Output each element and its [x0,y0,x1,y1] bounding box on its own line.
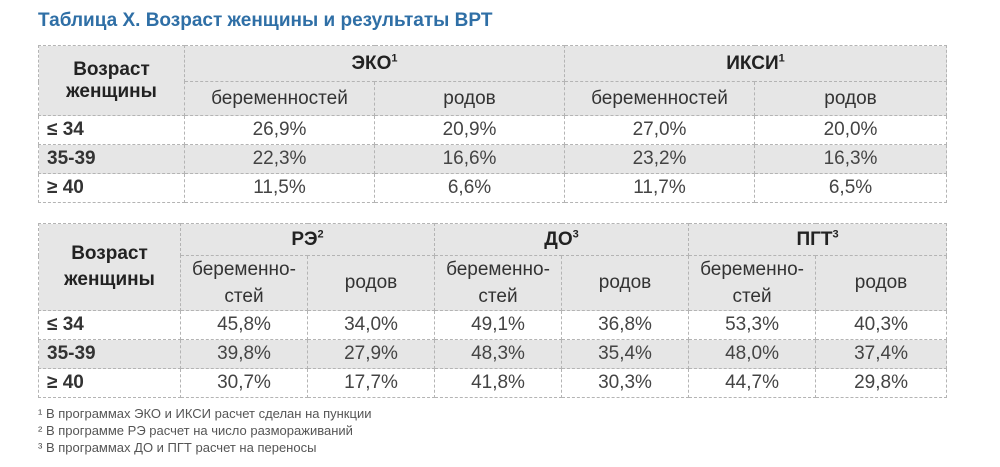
value-cell: 37,4% [815,339,948,369]
group-header-icsi: ИКСИ1 [563,45,948,82]
table-row: ≥ 40 30,7% 17,7% 41,8% 30,3% 44,7% 29,8% [38,368,948,398]
footnote: ¹ В программах ЭКО и ИКСИ расчет сделан … [38,406,372,421]
value-cell: 11,5% [184,173,375,203]
sub-header: родов [374,81,565,116]
value-cell: 6,5% [753,173,948,203]
sub-header: беременно-стей [434,255,563,311]
value-cell: 48,3% [434,339,563,369]
age-cell: 35-39 [38,339,181,369]
value-cell: 53,3% [688,310,817,340]
value-cell: 16,6% [374,144,565,174]
footnote: ³ В программах ДО и ПГТ расчет на перено… [38,440,317,455]
value-cell: 17,7% [306,368,436,398]
age-cell: ≥ 40 [38,368,181,398]
age-cell: ≤ 34 [38,115,185,145]
value-cell: 36,8% [561,310,690,340]
table-row: 35-39 22,3% 16,6% 23,2% 16,3% [38,144,948,174]
value-cell: 48,0% [688,339,817,369]
table-re-do-pgt: Возраст женщины РЭ2 ДО3 ПГТ3 беременно-с… [38,223,948,398]
value-cell: 20,0% [753,115,948,145]
value-cell: 23,2% [564,144,755,174]
value-cell: 40,3% [815,310,948,340]
group-header-do: ДО3 [434,223,690,256]
sub-header: родов [753,81,948,116]
age-cell: 35-39 [38,144,185,174]
table-row: ≤ 34 45,8% 34,0% 49,1% 36,8% 53,3% 40,3% [38,310,948,340]
age-cell: ≤ 34 [38,310,181,340]
value-cell: 44,7% [688,368,817,398]
value-cell: 39,8% [180,339,308,369]
sub-header: беременностей [564,81,755,116]
footnotes: ¹ В программах ЭКО и ИКСИ расчет сделан … [38,405,371,456]
value-cell: 22,3% [184,144,375,174]
age-cell: ≥ 40 [38,173,185,203]
footnote: ² В программе РЭ расчет на число размора… [38,423,353,438]
value-cell: 34,0% [306,310,436,340]
group-header-eko: ЭКО1 [184,45,565,82]
value-cell: 27,0% [564,115,755,145]
age-header: Возраст женщины [38,45,185,116]
group-header-re: РЭ2 [179,223,436,256]
sub-header: беременно-стей [180,255,308,311]
table-eko-icsi: Возраст женщины ЭКО1 ИКСИ1 беременностей… [38,45,948,203]
age-header: Возраст женщины [38,223,181,311]
sub-header: родов [561,255,690,311]
value-cell: 41,8% [434,368,563,398]
value-cell: 20,9% [374,115,565,145]
value-cell: 27,9% [306,339,436,369]
sub-header: беременностей [184,81,375,116]
value-cell: 30,3% [561,368,690,398]
table-title: Таблица X. Возраст женщины и результаты … [38,10,493,31]
table-row: 35-39 39,8% 27,9% 48,3% 35,4% 48,0% 37,4… [38,339,948,369]
sub-header: родов [306,255,436,311]
value-cell: 30,7% [180,368,308,398]
value-cell: 26,9% [184,115,375,145]
value-cell: 45,8% [180,310,308,340]
sub-header: родов [815,255,948,311]
table-row: ≥ 40 11,5% 6,6% 11,7% 6,5% [38,173,948,203]
value-cell: 49,1% [434,310,563,340]
value-cell: 16,3% [753,144,948,174]
sub-header: беременно-стей [688,255,817,311]
value-cell: 6,6% [374,173,565,203]
group-header-pgt: ПГТ3 [688,223,948,256]
value-cell: 11,7% [564,173,755,203]
value-cell: 29,8% [815,368,948,398]
value-cell: 35,4% [561,339,690,369]
table-row: ≤ 34 26,9% 20,9% 27,0% 20,0% [38,115,948,145]
